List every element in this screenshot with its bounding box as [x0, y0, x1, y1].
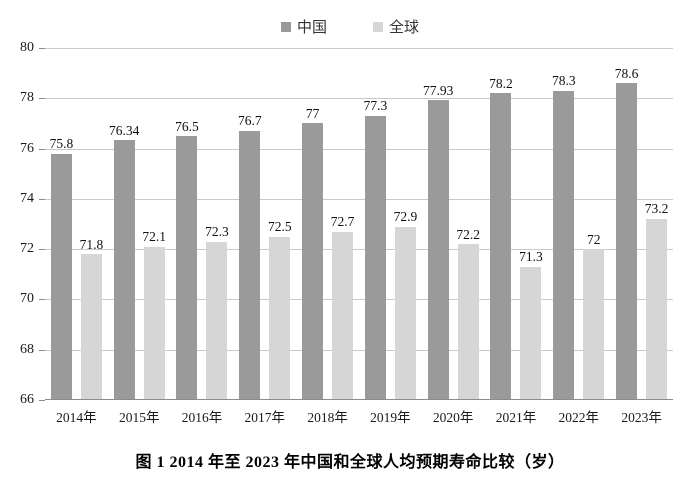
y-tick-mark [39, 400, 45, 401]
y-tick-mark [39, 299, 45, 301]
bar-china-2015年: 76.34 [109, 124, 139, 400]
x-axis-line [45, 399, 673, 400]
bar-value-label: 71.8 [79, 236, 104, 252]
bar-value-label: 72.3 [205, 224, 229, 240]
bar-global-2023年: 73.2 [645, 202, 668, 400]
bar-groups: 75.8 71.8 76.34 72.1 76.5 72.3 76.7 72.5 77 72.7 7… [45, 48, 673, 400]
bar-value-label: 72.7 [330, 214, 355, 230]
gridline-70 [45, 299, 673, 301]
gridline-80 [45, 48, 673, 49]
bar-china-2016年: 76.5 [175, 119, 199, 400]
bar-value-label: 76.34 [109, 122, 140, 138]
bar-value-label: 75.8 [49, 136, 74, 152]
y-tick-mark [39, 98, 45, 100]
y-tick-mark [39, 249, 45, 251]
bar-global-2019年: 72.9 [394, 210, 417, 400]
bar-global-2015年: 72.1 [142, 230, 166, 400]
y-tick-label: 72 [20, 241, 34, 257]
bar-global-2020年: 72.2 [456, 228, 480, 400]
gridline-68 [45, 349, 673, 351]
bar-china-2019年: 77.3 [364, 99, 387, 400]
bar-global-2021年: 71.3 [519, 250, 543, 400]
bar-value-label: 72.5 [267, 219, 292, 235]
y-tick-mark [39, 198, 45, 200]
bar-china-2023年: 78.6 [615, 67, 638, 400]
x-tick-label-2015年: 2015年 [118, 410, 160, 425]
y-tick-mark [39, 349, 45, 351]
x-tick-label-2016年: 2016年 [181, 410, 223, 425]
x-tick-label-2014年: 2014年 [56, 410, 97, 425]
gridline-78 [45, 98, 673, 100]
y-tick-label: 76 [20, 140, 34, 156]
y-tick-label: 74 [20, 190, 34, 206]
y-tick-label: 68 [20, 341, 34, 357]
y-tick-mark [39, 148, 45, 150]
plot-area: 75.8 71.8 76.34 72.1 76.5 72.3 76.7 72.5 77 72.7 7… [20, 41, 673, 407]
y-tick-label: 70 [20, 291, 34, 307]
gridline-72 [45, 249, 673, 251]
y-tick-label: 80 [20, 40, 34, 55]
x-tick-label-2020年: 2020年 [432, 410, 474, 425]
bar-value-label: 78.2 [489, 75, 513, 91]
bar-china-2017年: 76.7 [238, 114, 262, 400]
bar-value-label: 77.93 [422, 82, 454, 98]
bar-global-2016年: 72.3 [205, 225, 229, 400]
bar-group-2019年: 77.3 72.9 [359, 48, 422, 400]
gridline-74 [45, 198, 673, 200]
bar-group-2018年: 77 72.7 [296, 48, 359, 400]
bar-global-2022年: 72 [583, 233, 605, 400]
y-tick-mark [39, 48, 45, 49]
bar-global-2018年: 72.7 [331, 215, 354, 400]
bar-value-label: 72.1 [142, 229, 166, 245]
bar-china-2020年: 77.93 [423, 84, 453, 400]
bar-group-2017年: 76.7 72.5 [233, 48, 296, 400]
bar-global-2014年: 71.8 [80, 238, 103, 400]
bar-china-2022年: 78.3 [552, 74, 576, 400]
bar-value-label: 73.2 [644, 201, 669, 217]
legend-label: 全球 [389, 20, 420, 36]
legend-item-china: 中国 [280, 16, 327, 37]
bar-group-2014年: 75.8 71.8 [45, 48, 108, 400]
x-tick-label-2018年: 2018年 [307, 410, 348, 425]
bar-group-2023年: 78.6 73.2 [610, 48, 673, 400]
gridline-76 [45, 148, 673, 150]
bar-group-2021年: 78.2 71.3 [485, 48, 548, 400]
bar-group-2022年: 78.3 72 [547, 48, 610, 400]
bar-group-2015年: 76.34 72.1 [108, 48, 171, 400]
figure-caption: 图 1 2014 年至 2023 年中国和全球人均预期寿命比较（岁） [135, 454, 565, 471]
x-tick-label-2022年: 2022年 [558, 410, 600, 425]
legend-marker-icon [280, 21, 291, 32]
bar-value-label: 78.3 [551, 73, 576, 89]
bar-china-2021年: 78.2 [489, 77, 513, 400]
x-tick-label-2019年: 2019年 [370, 410, 411, 425]
y-tick-label: 78 [20, 90, 34, 106]
x-tick-label-2023年: 2023年 [621, 410, 662, 425]
bar-value-label: 76.7 [237, 113, 262, 129]
bar-global-2017年: 72.5 [268, 220, 292, 400]
y-tick-label: 66 [20, 392, 34, 407]
legend-label: 中国 [296, 20, 327, 36]
bar-group-2016年: 76.5 72.3 [171, 48, 234, 400]
bar-value-label: 72.9 [393, 209, 418, 225]
bar-value-label: 76.5 [175, 118, 199, 134]
bar-value-label: 77 [305, 105, 320, 121]
bar-value-label: 78.6 [614, 65, 639, 81]
bar-value-label: 71.3 [519, 249, 543, 265]
x-axis-labels: 2014年 2015年 2016年 2017年 2018年 2019年 2020年 2021年… [45, 406, 673, 426]
x-tick-label-2017年: 2017年 [244, 410, 286, 425]
bar-china-2018年: 77 [302, 107, 324, 400]
chart-legend: 中国 全球 [0, 16, 700, 37]
bar-value-label: 77.3 [363, 98, 388, 114]
bar-group-2020年: 77.93 72.2 [422, 48, 485, 400]
bar-value-label: 72 [587, 231, 601, 247]
bar-china-2014年: 75.8 [50, 137, 73, 400]
legend-item-global: 全球 [373, 16, 419, 37]
x-tick-label-2021年: 2021年 [495, 410, 537, 425]
bar-value-label: 72.2 [456, 226, 480, 242]
legend-marker-icon [373, 21, 383, 32]
